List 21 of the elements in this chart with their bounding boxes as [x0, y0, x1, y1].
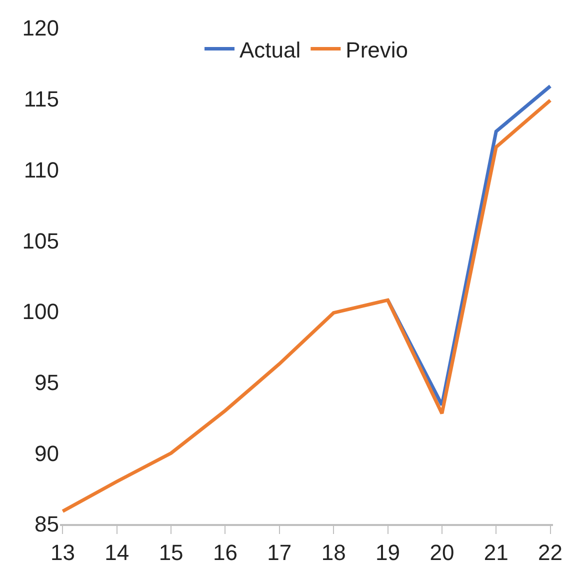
x-tick-label: 18 [321, 540, 346, 566]
y-tick-label: 115 [24, 86, 59, 112]
x-tick-label: 17 [267, 540, 292, 566]
x-tick-label: 16 [213, 540, 238, 566]
y-tick-label: 110 [24, 157, 59, 182]
legend-label: Previo [346, 37, 408, 62]
x-tick-label: 21 [484, 540, 508, 566]
x-tick-label: 14 [104, 540, 130, 566]
x-tick-label: 13 [50, 540, 75, 566]
line-series [60, 98, 552, 513]
y-tick-label: 120 [22, 16, 59, 41]
legend-label: Actual [240, 37, 301, 62]
x-tick-label: 20 [430, 540, 454, 566]
x-tick-label: 19 [376, 540, 400, 566]
y-tick-label: 95 [34, 370, 59, 395]
y-tick-label: 105 [22, 228, 59, 254]
x-tick-label: 15 [158, 540, 184, 566]
y-tick-label: 90 [34, 440, 59, 466]
y-tick-label: 85 [34, 512, 59, 537]
y-tick-label: 100 [22, 299, 59, 324]
x-tick-label: 22 [538, 540, 563, 566]
